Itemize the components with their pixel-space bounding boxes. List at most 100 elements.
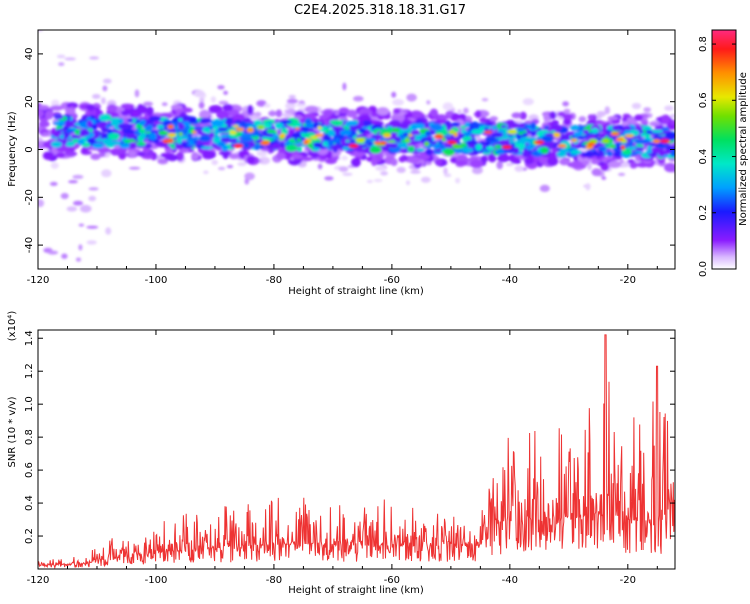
spectrogram-cell bbox=[107, 132, 120, 140]
snr-x-tick-label: -100 bbox=[145, 575, 168, 586]
spectrogram-x-ticks: -120 -100 -80 -60 -40 -20 bbox=[27, 30, 658, 286]
spectrogram-cell bbox=[406, 93, 417, 102]
spectrogram-cell bbox=[379, 141, 388, 145]
spectrogram-cell bbox=[42, 151, 55, 161]
spectrogram-cell bbox=[310, 135, 318, 140]
spectrogram-cell bbox=[58, 62, 65, 66]
spectrogram-cell bbox=[34, 16, 46, 23]
spectrogram-cell bbox=[442, 102, 454, 111]
spectrogram-cell bbox=[86, 120, 93, 128]
spectrogram-cell bbox=[166, 154, 178, 162]
spectrogram-cell bbox=[541, 135, 554, 143]
spectrogram-cell bbox=[120, 110, 130, 116]
spectrogram-cell bbox=[484, 130, 493, 134]
spectrogram-cell bbox=[127, 118, 134, 123]
spectrogram-cell bbox=[240, 136, 254, 142]
spectrogram-cell bbox=[543, 125, 550, 129]
spectrogram-cell bbox=[146, 124, 154, 132]
spectrogram-cell bbox=[522, 150, 530, 158]
spectrogram-cell bbox=[88, 195, 97, 202]
spectrogram-cell bbox=[606, 150, 613, 157]
spectrogram-cell bbox=[475, 110, 482, 119]
spectrogram-cell bbox=[50, 140, 63, 148]
spectrogram-cell bbox=[551, 120, 560, 125]
spectrogram-cell bbox=[256, 150, 268, 157]
spectrogram-cell bbox=[275, 152, 286, 160]
spectrogram-cell bbox=[237, 162, 247, 167]
spectrogram-cell bbox=[357, 121, 364, 128]
spectrogram-cell bbox=[94, 119, 102, 123]
spectrogram-cell bbox=[495, 149, 506, 155]
spectrogram-cell bbox=[405, 138, 410, 142]
spectrogram-cell bbox=[519, 111, 527, 120]
spectrogram-cell bbox=[110, 119, 120, 127]
spectrogram-cell bbox=[393, 108, 401, 114]
spectrogram-cell bbox=[170, 104, 183, 111]
spectrogram-cell bbox=[364, 139, 370, 145]
spectrogram-cell bbox=[609, 144, 616, 149]
spectrogram-cell bbox=[342, 146, 350, 151]
spectrogram-cell bbox=[631, 151, 639, 156]
snr-y-ticks: 0.2 0.4 0.6 0.8 1.0 1.2 1.4 bbox=[24, 330, 675, 544]
spectrogram-cell bbox=[640, 119, 649, 125]
spectrogram-cell bbox=[475, 143, 483, 151]
spectrogram-cell bbox=[479, 118, 487, 122]
spectrogram-cell bbox=[661, 135, 668, 140]
spectrogram-cell bbox=[622, 161, 631, 168]
spectrogram-cell bbox=[192, 130, 197, 134]
spectrogram-cell bbox=[557, 144, 567, 148]
spectrogram-cell bbox=[518, 123, 526, 128]
spectrogram-cell bbox=[101, 97, 106, 105]
spectrogram-cell bbox=[505, 162, 514, 167]
spectrogram-cell bbox=[66, 206, 78, 212]
spectrogram-cell bbox=[217, 127, 229, 132]
snr-x-ticks: -120 -100 -80 -60 -40 -20 bbox=[27, 330, 658, 586]
spectrogram-cell bbox=[398, 156, 406, 163]
spectrogram-cell bbox=[229, 130, 237, 135]
spectrogram-cell bbox=[317, 163, 323, 170]
spectrogram-cell bbox=[157, 158, 169, 165]
spectrogram-cell bbox=[45, 110, 54, 120]
spectrogram-cell bbox=[249, 115, 259, 120]
spectrogram-cell bbox=[421, 137, 433, 145]
spectrogram-cell bbox=[373, 141, 382, 145]
spectrogram-cell bbox=[488, 154, 497, 163]
spectrogram-cell bbox=[257, 125, 265, 130]
spectrogram-cell bbox=[75, 257, 82, 262]
spectrogram-cell bbox=[448, 129, 455, 135]
spectrogram-cell bbox=[139, 119, 146, 126]
spectrogram-cell bbox=[477, 122, 485, 127]
spectrogram-cell bbox=[61, 139, 68, 145]
spectrogram-cell bbox=[489, 116, 498, 122]
spectrogram-cell bbox=[619, 159, 625, 164]
spectrogram-cell bbox=[480, 155, 488, 163]
spectrogram-cell bbox=[460, 125, 467, 129]
spectrogram-cell bbox=[484, 140, 491, 147]
snr-y-tick-label: 0.4 bbox=[24, 495, 35, 511]
spectrogram-cell bbox=[89, 56, 100, 60]
spectrogram-cell bbox=[590, 159, 600, 165]
spectrogram-cell bbox=[474, 149, 485, 154]
spectrogram-cell bbox=[355, 137, 366, 143]
spectrogram-cell bbox=[78, 223, 85, 227]
spectrogram-cell bbox=[105, 124, 111, 129]
spectrogram-cell bbox=[88, 187, 99, 191]
colorbar: 0.0 0.2 0.4 0.6 0.8 Normalized spectral ampl… bbox=[698, 29, 749, 277]
spectrogram-cell bbox=[388, 119, 401, 128]
spectrogram-cell bbox=[660, 139, 670, 144]
spectrogram-cell bbox=[539, 184, 550, 192]
spectrogram-cell bbox=[262, 119, 276, 124]
spectrogram-cell bbox=[144, 143, 153, 149]
spectrogram-cell bbox=[361, 120, 373, 127]
spectrogram-cell bbox=[406, 180, 410, 186]
spectrogram-cell bbox=[452, 144, 463, 150]
spectrogram-cell bbox=[338, 107, 350, 114]
spectrogram-cell bbox=[457, 109, 462, 114]
spectrogram-cell bbox=[451, 113, 461, 122]
spectrogram-y-tick-label: 0 bbox=[24, 146, 35, 152]
spectrogram-y-tick-label: 20 bbox=[24, 95, 35, 108]
spectrogram-cell bbox=[198, 101, 205, 109]
spectrogram-cell bbox=[651, 129, 664, 133]
spectrogram-cell bbox=[49, 181, 58, 186]
spectrogram-cell bbox=[217, 85, 225, 90]
